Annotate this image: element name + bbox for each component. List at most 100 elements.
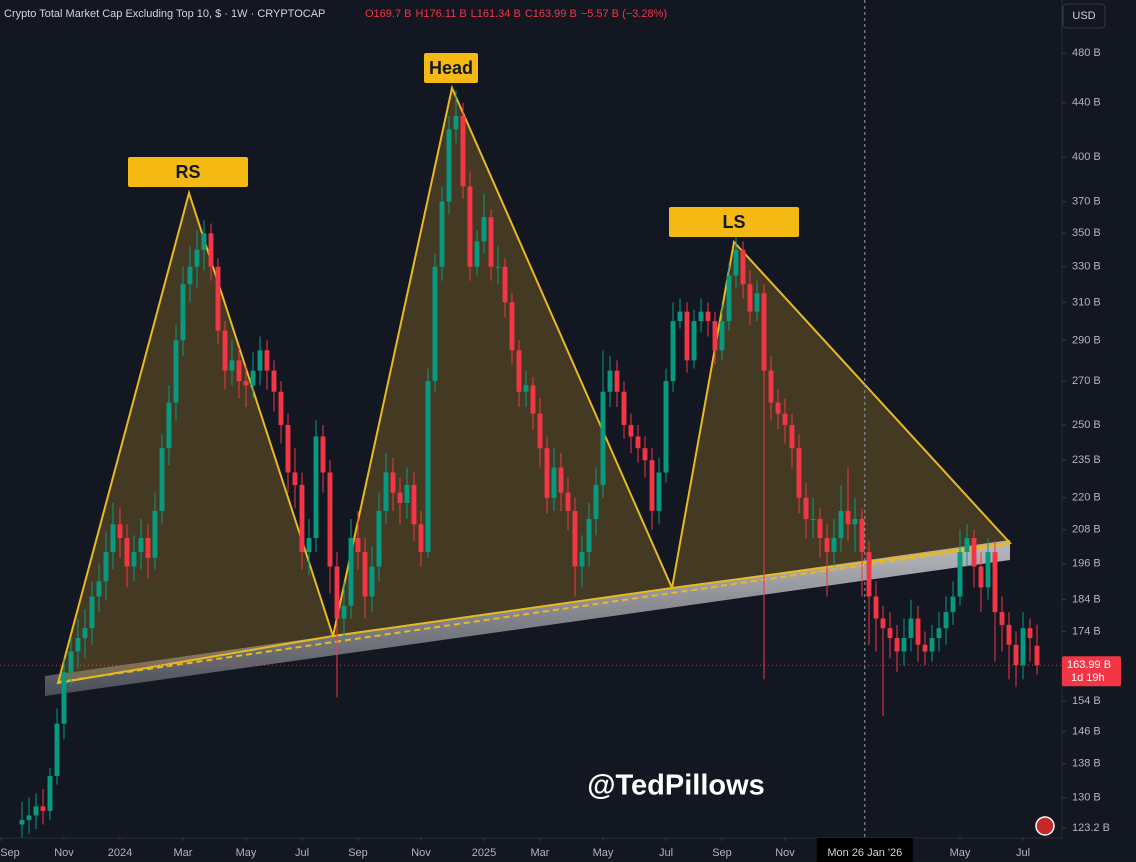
x-tick-label: Nov	[411, 847, 431, 859]
annotation-box	[669, 207, 799, 237]
candle-body	[838, 510, 844, 539]
x-tick-label: Sep	[712, 847, 732, 859]
candle-body	[257, 350, 263, 371]
candle-body	[677, 311, 683, 322]
neckline	[57, 543, 1011, 683]
y-tick-label: 290 B	[1072, 334, 1101, 346]
y-tick-label: 400 B	[1072, 151, 1101, 163]
flag-icon	[1035, 816, 1055, 836]
candle-body	[68, 651, 74, 673]
candle-body	[355, 538, 361, 553]
pattern-triangle	[670, 239, 1013, 590]
candle-body	[334, 566, 340, 619]
candle-body	[418, 524, 424, 553]
candle-body	[474, 241, 480, 267]
candle-body	[852, 518, 858, 525]
candle-body	[89, 596, 95, 629]
currency-box	[1062, 3, 1106, 29]
y-tick-label: 208 B	[1072, 524, 1101, 536]
candle-body	[943, 612, 949, 629]
candle-body	[1034, 645, 1040, 666]
candle-body	[551, 467, 557, 498]
candle-body	[936, 628, 942, 639]
candle-body	[579, 552, 585, 567]
annotation-box	[128, 157, 248, 187]
ohlc-value: H176.11 B	[415, 8, 466, 20]
candle-body	[719, 321, 725, 351]
x-tick-label: 2025	[472, 847, 496, 859]
annotation-box	[424, 53, 478, 83]
candle-body	[446, 129, 452, 202]
candle-body	[236, 360, 242, 382]
crosshair-label: Mon 26 Jan '26	[827, 847, 902, 859]
y-tick-label: 123.2 B	[1072, 822, 1110, 834]
candle-body	[313, 436, 319, 539]
candle-body	[19, 819, 25, 825]
candle-body	[586, 518, 592, 553]
candle-body	[152, 510, 158, 558]
candle-body	[796, 448, 802, 498]
last-price-label: 163.99 B	[1067, 659, 1111, 671]
candle-body	[397, 492, 403, 504]
candle-body	[82, 628, 88, 639]
candle-body	[103, 552, 109, 582]
candle-body	[621, 391, 627, 425]
y-tick-label: 250 B	[1072, 419, 1101, 431]
candle-body	[740, 249, 746, 285]
annotation-label: LS	[722, 212, 745, 232]
last-price-box	[1062, 656, 1121, 687]
candle-body	[159, 448, 165, 511]
y-tick-label: 130 B	[1072, 791, 1101, 803]
candle-body	[901, 638, 907, 652]
candle-body	[243, 381, 249, 386]
candle-body	[558, 467, 564, 493]
y-tick-label: 174 B	[1072, 625, 1101, 637]
y-tick-label: 184 B	[1072, 594, 1101, 606]
candle-body	[341, 605, 347, 619]
candle-body	[138, 538, 144, 553]
candle-body	[187, 266, 193, 285]
candle-body	[124, 538, 130, 567]
candle-body	[516, 350, 522, 392]
candle-body	[292, 472, 298, 485]
candle-body	[509, 302, 515, 351]
candle-body	[376, 510, 382, 567]
candle-body	[264, 350, 270, 371]
candle-body	[999, 612, 1005, 625]
candle-body	[614, 370, 620, 392]
candle-body	[131, 552, 137, 567]
y-tick-label: 310 B	[1072, 296, 1101, 308]
y-tick-label: 330 B	[1072, 261, 1101, 273]
candle-body	[803, 497, 809, 519]
candle-body	[278, 391, 284, 425]
candle-body	[383, 472, 389, 511]
candle-body	[467, 186, 473, 267]
candle-body	[222, 330, 228, 371]
candle-body	[922, 644, 928, 652]
crosshair-label-box	[816, 838, 913, 862]
candle-body	[880, 618, 886, 629]
candle-body	[866, 552, 872, 597]
y-tick-label: 220 B	[1072, 492, 1101, 504]
candle-body	[439, 201, 445, 267]
y-tick-label: 270 B	[1072, 375, 1101, 387]
candle-body	[768, 370, 774, 403]
candle-body	[607, 370, 613, 392]
candle-body	[173, 340, 179, 403]
candle-body	[26, 815, 32, 820]
candle-body	[684, 311, 690, 361]
candle-body	[565, 492, 571, 511]
x-tick-label: Jul	[1016, 847, 1030, 859]
x-tick-label: Jul	[659, 847, 673, 859]
x-tick-label: May	[950, 847, 971, 859]
x-tick-label: Nov	[775, 847, 795, 859]
candle-body	[600, 391, 606, 485]
x-tick-label: Sep	[348, 847, 368, 859]
candle-body	[110, 524, 116, 553]
candle-body	[635, 436, 641, 449]
candle-body	[1020, 628, 1026, 666]
candle-body	[194, 249, 200, 267]
candle-body	[1013, 644, 1019, 666]
candle-body	[411, 484, 417, 525]
